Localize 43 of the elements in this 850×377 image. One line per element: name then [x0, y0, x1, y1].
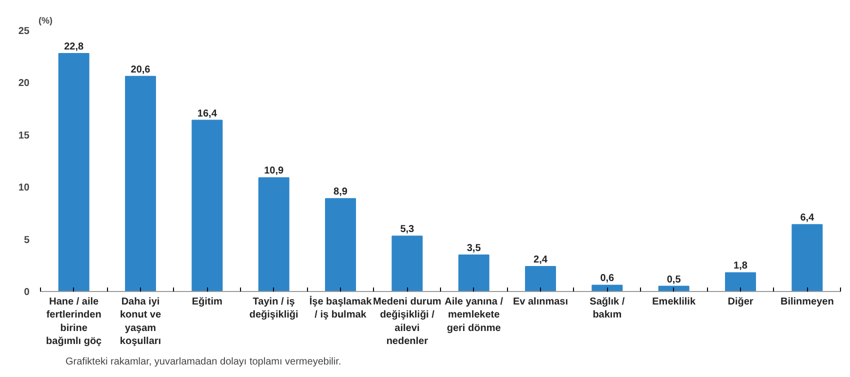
data-label: 0,5 [666, 274, 682, 286]
y-tick-label: 25 [18, 26, 30, 37]
x-tick-label: Sağlık / bakım [590, 296, 625, 321]
bar [525, 266, 556, 292]
bar [792, 224, 823, 292]
data-label: 22,8 [64, 41, 84, 52]
x-tick-label: İşe başlamak / iş bulmak [309, 296, 372, 321]
data-label: 2,4 [534, 254, 548, 266]
data-label: 10,9 [264, 166, 284, 177]
bar [58, 52, 90, 292]
y-tick-label: 15 [18, 130, 30, 142]
data-label: 8,9 [334, 186, 348, 198]
y-tick-label: 0 [24, 287, 30, 298]
x-tick-label: Aile yanına / memlekete geri dönme [444, 296, 504, 334]
y-tick-label: 10 [18, 182, 30, 194]
x-tick-label: Hane / aile fertlerinden birine bağımlı göç [46, 296, 102, 348]
y-axis-title: (%) [38, 16, 52, 26]
data-label: 1,8 [734, 260, 748, 272]
bar [458, 254, 490, 292]
bar [258, 177, 290, 292]
bar [725, 272, 756, 292]
data-label: 6,4 [800, 212, 815, 224]
bar [392, 236, 423, 292]
x-tick-label: Bilinmeyen [780, 296, 834, 308]
bar [325, 198, 356, 292]
bar [125, 76, 156, 292]
data-label: 20,6 [130, 64, 151, 76]
y-tick-label: 5 [24, 234, 30, 246]
x-tick-label: Emeklilik [652, 296, 696, 308]
bar [592, 284, 623, 292]
data-label: 3,5 [466, 242, 482, 254]
x-tick-label: Medeni durum değişikliği / ailevi nedenler [373, 296, 442, 348]
y-tick-label: 20 [18, 78, 30, 90]
bar [192, 120, 223, 292]
text: Grafikteki rakamlar, yuvarlamadan dolayı toplamı vermeyebilir. [66, 356, 342, 368]
x-tick-label: Eğitim [192, 296, 223, 308]
data-label: 0,6 [600, 273, 615, 284]
x-tick-label: Daha iyi konut ve yaşam koşulları [120, 296, 162, 348]
x-tick-label: Tayin / iş değişikliği [249, 296, 299, 321]
x-tick-label: Ev alınması [512, 296, 568, 308]
data-label: 16,4 [197, 108, 218, 120]
x-tick-label: Diğer [728, 296, 754, 308]
data-label: 5,3 [400, 224, 415, 236]
